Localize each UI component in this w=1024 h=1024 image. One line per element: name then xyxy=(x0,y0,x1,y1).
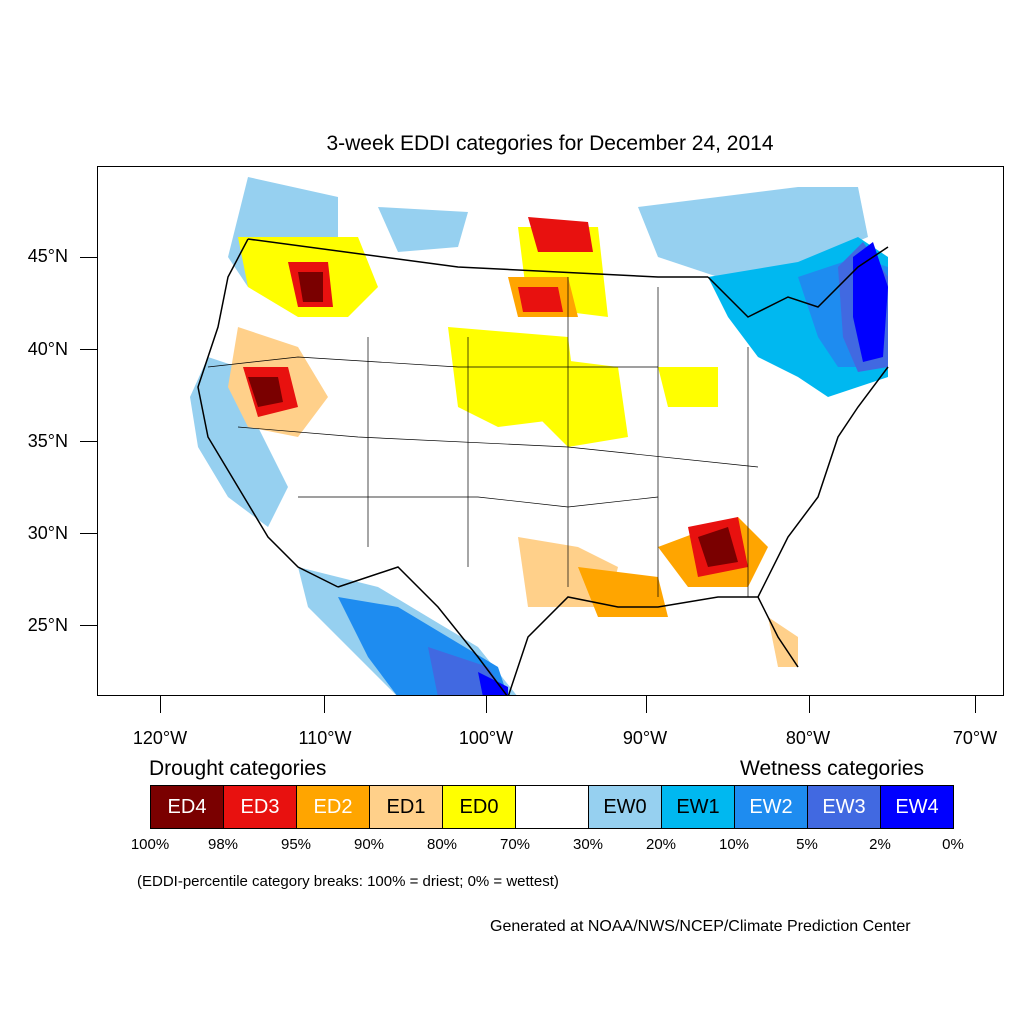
lon-tick xyxy=(646,696,647,713)
lat-label-30: 30°N xyxy=(27,523,68,543)
lat-tick xyxy=(80,441,97,442)
legend-break-label: 70% xyxy=(499,836,531,853)
legend-break-label: 80% xyxy=(426,836,458,853)
category-breaks-note: (EDDI-percentile category breaks: 100% =… xyxy=(137,873,559,890)
lon-tick xyxy=(486,696,487,713)
map-title: 3-week EDDI categories for December 24, … xyxy=(326,132,774,155)
state-lines xyxy=(207,277,759,597)
legend-box-ed1: ED1 xyxy=(369,785,443,829)
legend-box-ew3: EW3 xyxy=(807,785,881,829)
lat-tick xyxy=(80,257,97,258)
legend-box-ed0: ED0 xyxy=(442,785,516,829)
credit-text: Generated at NOAA/NWS/NCEP/Climate Predi… xyxy=(490,918,911,935)
lon-label-90: 90°W xyxy=(622,728,668,748)
legend-box-ed3: ED3 xyxy=(223,785,297,829)
lon-label-70: 70°W xyxy=(952,728,998,748)
lon-label-80: 80°W xyxy=(785,728,831,748)
legend-break-label: 30% xyxy=(572,836,604,853)
legend-box-ew4: EW4 xyxy=(880,785,954,829)
us-map-svg xyxy=(188,177,898,695)
lat-label-35: 35°N xyxy=(27,431,68,451)
legend-break-label: 98% xyxy=(207,836,239,853)
boundary-lines xyxy=(197,238,889,695)
lat-tick xyxy=(80,533,97,534)
legend-box-ew0: EW0 xyxy=(588,785,662,829)
legend-break-label: 95% xyxy=(280,836,312,853)
lat-tick xyxy=(80,625,97,626)
lon-label-120: 120°W xyxy=(132,728,188,748)
lat-label-45: 45°N xyxy=(27,246,68,266)
lon-tick xyxy=(975,696,976,713)
category-fill-layer xyxy=(188,177,898,695)
lat-tick xyxy=(80,349,97,350)
legend-box-normal xyxy=(515,785,589,829)
legend-break-label: 10% xyxy=(718,836,750,853)
legend-box-ew1: EW1 xyxy=(661,785,735,829)
legend-break-label: 2% xyxy=(869,836,891,853)
legend-break-label: 100% xyxy=(130,836,170,853)
lat-label-40: 40°N xyxy=(27,339,68,359)
lon-tick xyxy=(160,696,161,713)
legend-box-ew2: EW2 xyxy=(734,785,808,829)
drought-legend-title: Drought categories xyxy=(149,757,327,780)
lon-tick xyxy=(809,696,810,713)
lon-label-110: 110°W xyxy=(298,728,352,748)
lon-label-100: 100°W xyxy=(458,728,514,748)
legend-box-ed2: ED2 xyxy=(296,785,370,829)
legend-break-label: 20% xyxy=(645,836,677,853)
legend-box-ed4: ED4 xyxy=(150,785,224,829)
lat-label-25: 25°N xyxy=(27,615,68,635)
legend-break-label: 90% xyxy=(353,836,385,853)
legend-break-label: 5% xyxy=(796,836,818,853)
legend-break-label: 0% xyxy=(942,836,964,853)
lon-tick xyxy=(324,696,325,713)
wetness-legend-title: Wetness categories xyxy=(740,757,925,780)
eddi-map xyxy=(97,166,1004,696)
